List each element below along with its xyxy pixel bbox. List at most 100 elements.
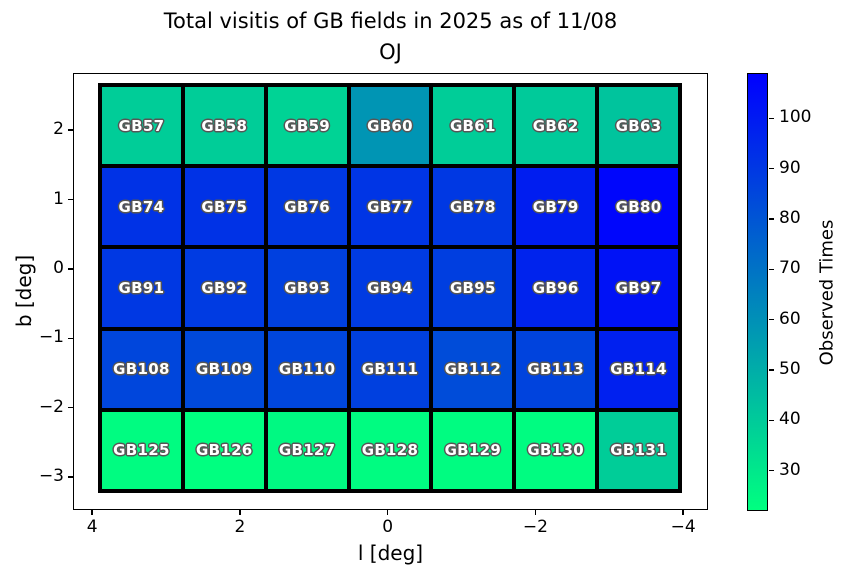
heatmap-cell-GB93: GB93 [267,249,347,327]
heatmap-cell-GB78: GB78 [433,168,513,246]
chart-title-line2: OJ [379,40,402,64]
colorbar [747,73,768,511]
heatmap-cell-GB129: GB129 [433,411,513,489]
y-tick-label: −1 [38,327,64,348]
cell-label: GB114 [610,360,667,379]
cell-label: GB58 [201,116,248,135]
colorbar-tick-label: 50 [779,359,801,380]
colorbar-tick-label: 80 [779,208,801,228]
cell-label: GB57 [118,116,165,135]
heatmap-cell-GB57: GB57 [102,87,181,165]
colorbar-tick-mark [769,167,774,170]
colorbar-tick-label: 40 [779,409,801,430]
heatmap-cell-GB63: GB63 [599,87,678,165]
y-tick-mark [68,198,73,201]
y-axis-label-text: b [deg] [12,254,37,328]
heatmap-cell-GB94: GB94 [350,249,430,327]
cell-label: GB126 [195,441,253,460]
cell-label: GB110 [278,360,336,379]
cell-label: GB62 [532,116,579,135]
colorbar-tick-label: 70 [779,258,801,279]
colorbar-tick-label: 90 [779,157,801,178]
heatmap-cell-GB60: GB60 [350,87,430,165]
colorbar-tick-label: 60 [779,308,801,329]
cell-label: GB79 [532,197,579,216]
colorbar-tick-mark [769,318,774,321]
cell-label: GB63 [615,116,662,135]
x-tick-mark [91,510,93,515]
y-tick-mark [68,476,73,478]
heatmap-cell-GB130: GB130 [516,411,596,489]
cell-label: GB129 [444,441,502,460]
x-tick-label: −4 [670,517,696,537]
cell-label: GB131 [610,441,667,460]
cell-label: GB128 [361,441,419,460]
heatmap-cell-GB131: GB131 [599,411,678,489]
heatmap-cell-GB126: GB126 [184,411,264,489]
heatmap-cell-GB62: GB62 [516,87,596,165]
cell-label: GB111 [361,360,419,379]
x-tick-label: −2 [522,517,548,537]
cell-label: GB92 [201,278,248,297]
heatmap-cell-GB91: GB91 [102,249,181,327]
cell-label: GB60 [367,116,413,135]
x-axis-label: l [deg] [357,541,424,565]
colorbar-label-text: Observed Times [816,219,838,365]
y-tick-label: −2 [38,396,64,417]
heatmap-cell-GB92: GB92 [184,249,264,327]
y-tick-mark [68,337,73,340]
heatmap-cell-GB110: GB110 [267,330,347,408]
heatmap-cell-GB79: GB79 [516,168,596,246]
cell-label: GB95 [449,278,496,297]
heatmap-cell-GB125: GB125 [102,411,181,489]
cell-label: GB97 [615,278,662,297]
colorbar-tick-label: 30 [779,459,801,480]
heatmap-cell-GB61: GB61 [433,87,513,165]
cell-label: GB94 [367,278,413,297]
cell-label: GB80 [615,197,662,216]
y-tick-label: 2 [53,119,64,140]
chart-title-line1: Total visitis of GB fields in 2025 as of… [163,9,618,33]
x-tick-label: 0 [382,517,394,537]
heatmap-cell-GB95: GB95 [433,249,513,327]
heatmap-grid: GB57 GB58 GB59 GB60 GB61 GB62 GB63 GB74 GB75 GB76… [98,83,682,493]
cell-label: GB127 [278,441,336,460]
x-tick-mark [386,510,389,515]
heatmap-cell-GB113: GB113 [516,330,596,408]
heatmap-cell-GB59: GB59 [267,87,347,165]
heatmap-cell-GB77: GB77 [350,168,430,246]
cell-label: GB112 [444,360,502,379]
cell-label: GB108 [113,360,170,379]
cell-label: GB93 [284,278,331,297]
heatmap-cell-GB108: GB108 [102,330,181,408]
y-tick-mark [68,406,73,409]
y-tick-label: −3 [38,466,64,487]
x-tick-mark [534,510,537,515]
heatmap-cell-GB97: GB97 [599,249,678,327]
cell-label: GB59 [284,116,331,135]
x-tick-mark [239,510,241,515]
heatmap-cell-GB109: GB109 [184,330,264,408]
heatmap-cell-GB74: GB74 [102,168,181,246]
heatmap-cell-GB111: GB111 [350,330,430,408]
cell-label: GB61 [449,116,496,135]
cell-label: GB91 [118,278,165,297]
cell-label: GB74 [118,197,165,216]
cell-label: GB76 [284,197,331,216]
chart-title: Total visitis of GB fields in 2025 as of… [73,6,708,68]
colorbar-tick-mark [769,218,774,220]
heatmap-cell-GB76: GB76 [267,168,347,246]
heatmap-cell-GB112: GB112 [433,330,513,408]
heatmap-cell-GB114: GB114 [599,330,678,408]
x-tick-label: 4 [86,517,98,537]
y-tick-label: 1 [53,188,64,209]
colorbar-tick-mark [769,469,774,472]
x-tick-label: 2 [234,517,246,537]
colorbar-tick-mark [769,419,774,422]
y-tick-mark [68,129,73,131]
heatmap-cell-GB127: GB127 [267,411,347,489]
cell-label: GB130 [527,441,584,460]
colorbar-tick-mark [769,268,774,271]
cell-label: GB75 [201,197,248,216]
cell-label: GB109 [195,360,253,379]
